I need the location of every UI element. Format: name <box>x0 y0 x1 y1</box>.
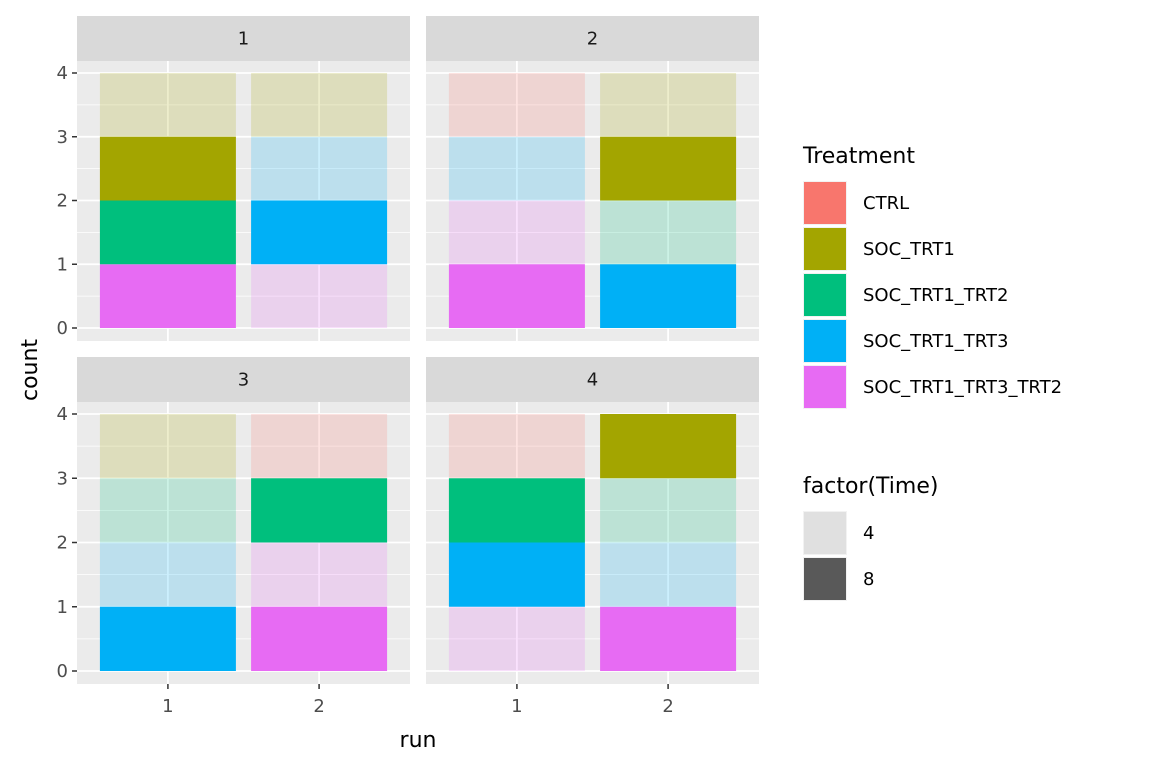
bar-segment <box>448 606 585 671</box>
bar-segment <box>600 606 737 671</box>
legend-key-swatch <box>804 320 846 362</box>
legend-entry-label: SOC_TRT1_TRT3 <box>863 331 1008 352</box>
bar-segment <box>448 73 585 137</box>
y-tick-label: 4 <box>57 63 68 84</box>
bar-segment <box>99 200 236 265</box>
facet-strip-label: 2 <box>587 29 598 50</box>
bar-segment <box>99 478 236 543</box>
y-axis-title: count <box>18 339 43 401</box>
x-tick-label: 2 <box>662 696 673 717</box>
y-tick-label: 3 <box>57 468 68 489</box>
legend-entry-label: SOC_TRT1_TRT2 <box>863 285 1008 306</box>
bar-segment <box>448 414 585 479</box>
legend-entry-label: 4 <box>863 523 874 544</box>
y-tick-label: 2 <box>57 191 68 212</box>
bar-segment <box>99 264 236 328</box>
bar-segment <box>99 542 236 607</box>
bar-segment <box>600 73 737 137</box>
facet-panel-1: 1 0 1 2 3 4 <box>57 16 410 341</box>
y-tick-label: 4 <box>57 404 68 425</box>
bar-segment <box>251 414 388 479</box>
legend-key-swatch <box>804 274 846 316</box>
legend-treatment: Treatment CTRL SOC_TRT1 SOC_TRT1_TRT2 SOC_TR… <box>802 144 1062 409</box>
bar-segment <box>99 136 236 201</box>
legend-key-swatch <box>804 512 846 554</box>
facet-panels: 1 0 1 2 3 4 2 3 0 1 2 3 4 1 2 4 1 2 <box>57 16 759 717</box>
y-tick-label: 3 <box>57 127 68 148</box>
bar-segment <box>600 478 737 543</box>
bar-segment <box>600 542 737 607</box>
bar-segment <box>448 542 585 607</box>
x-tick-label: 2 <box>313 696 324 717</box>
bar-segment <box>99 414 236 479</box>
facet-panel-4: 4 1 2 <box>426 357 759 717</box>
bar-segment <box>448 200 585 265</box>
bar-segment <box>251 136 388 201</box>
y-tick-label: 1 <box>57 597 68 618</box>
legend-key-swatch <box>804 228 846 270</box>
legend-time: factor(Time) 4 8 <box>803 474 938 601</box>
facet-strip <box>426 16 759 61</box>
bar-segment <box>600 200 737 265</box>
bar-segment <box>251 542 388 607</box>
facet-strip-label: 1 <box>238 29 249 50</box>
bar-segment <box>600 264 737 328</box>
bar-segment <box>448 136 585 201</box>
bar-segment <box>251 73 388 137</box>
y-tick-label: 0 <box>57 661 68 682</box>
facet-panel-2: 2 <box>426 16 759 341</box>
legend-entry-label: SOC_TRT1 <box>863 239 955 260</box>
legend: Treatment CTRL SOC_TRT1 SOC_TRT1_TRT2 SOC_TR… <box>802 144 1062 601</box>
x-tick-label: 1 <box>162 696 173 717</box>
y-tick-label: 0 <box>57 318 68 339</box>
bar-segment <box>99 73 236 137</box>
facet-strip <box>426 357 759 402</box>
facet-strip <box>77 16 410 61</box>
bar-segment <box>251 200 388 265</box>
legend-key-swatch <box>804 558 846 600</box>
facet-strip-label: 4 <box>587 370 598 391</box>
facet-strip <box>77 357 410 402</box>
bar-segment <box>448 264 585 328</box>
facet-strip-label: 3 <box>238 370 249 391</box>
legend-entry-label: SOC_TRT1_TRT3_TRT2 <box>863 377 1062 398</box>
bar-segment <box>99 606 236 671</box>
x-axis-title: run <box>400 728 437 753</box>
bar-segment <box>251 264 388 328</box>
bar-segment <box>600 136 737 201</box>
bar-segment <box>448 478 585 543</box>
legend-title: Treatment <box>802 144 915 169</box>
legend-entry-label: CTRL <box>863 193 909 214</box>
bar-segment <box>251 478 388 543</box>
legend-key-swatch <box>804 182 846 224</box>
bar-segment <box>600 414 737 479</box>
y-tick-label: 1 <box>57 254 68 275</box>
legend-entry-label: 8 <box>863 569 874 590</box>
facet-panel-3: 3 0 1 2 3 4 1 2 <box>57 357 410 717</box>
x-tick-label: 1 <box>511 696 522 717</box>
bar-segment <box>251 606 388 671</box>
legend-key-swatch <box>804 366 846 408</box>
y-tick-label: 2 <box>57 533 68 554</box>
legend-title: factor(Time) <box>803 474 938 499</box>
